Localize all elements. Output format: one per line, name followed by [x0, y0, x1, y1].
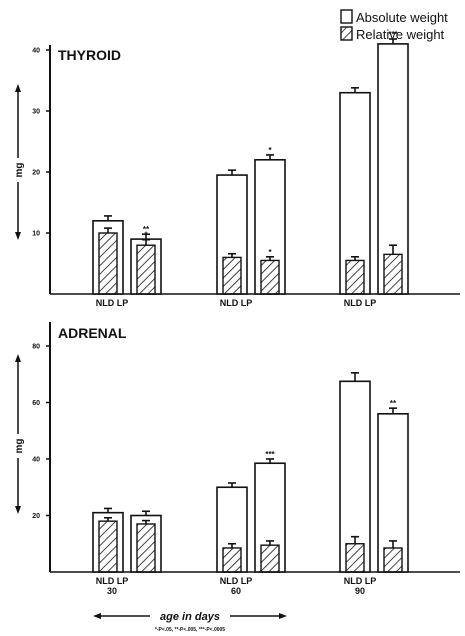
thyroid-significance-mark: * — [268, 146, 272, 155]
adrenal-y-tick-label: 60 — [32, 400, 40, 407]
adrenal-age-label: 90 — [355, 586, 365, 596]
adrenal-relative-bar — [260, 544, 280, 573]
thyroid-relative-bar — [98, 232, 118, 295]
adrenal-significance-mark: *** — [265, 450, 275, 459]
thyroid-relative-bar — [383, 253, 403, 295]
thyroid-significance-mark: ** — [143, 225, 150, 234]
adrenal-age-label: 60 — [231, 586, 241, 596]
thyroid-y-tick-label: 20 — [32, 170, 40, 177]
adrenal-title: ADRENAL — [58, 325, 127, 341]
thyroid-group-label: NLD LP — [220, 298, 253, 308]
thyroid-relative-bar — [136, 244, 156, 295]
thyroid-y-tick-label: 30 — [32, 109, 40, 116]
legend-absolute-swatch — [340, 9, 353, 24]
adrenal-group-label: NLD LP — [344, 576, 377, 586]
adrenal-y-arrowhead-down — [15, 506, 21, 514]
adrenal-y-tick-label: 80 — [32, 344, 40, 351]
thyroid-group-label: NLD LP — [96, 298, 129, 308]
thyroid-y-tick-label: 10 — [32, 231, 40, 238]
thyroid-title: THYROID — [58, 47, 121, 63]
thyroid-y-arrowhead-up — [15, 84, 21, 92]
thyroid-significance-mark: * — [268, 248, 272, 257]
thyroid-significance-mark: * — [144, 231, 148, 240]
thyroid-group-label: NLD LP — [344, 298, 377, 308]
adrenal-y-label: mg — [14, 439, 25, 454]
adrenal-relative-bar — [136, 523, 156, 573]
age-arrowhead-right — [279, 613, 287, 619]
significance-footnote: *-P<.05, **-P<.005, ***-P<.0005 — [155, 627, 225, 633]
adrenal-significance-mark: ** — [390, 399, 397, 408]
thyroid-y-label: mg — [14, 163, 25, 178]
adrenal-relative-bar — [222, 547, 242, 573]
legend-relative-label: Relative weight — [356, 27, 445, 42]
thyroid-relative-bar — [222, 256, 242, 295]
adrenal-y-tick-label: 20 — [32, 513, 40, 520]
adrenal-group-label: NLD LP — [220, 576, 253, 586]
thyroid-significance-mark: *** — [388, 30, 398, 39]
adrenal-relative-bar — [98, 520, 118, 573]
x-axis-caption: age in days *-P<.05, **-P<.005, ***-P<.0… — [93, 611, 287, 633]
thyroid-relative-bar — [260, 259, 280, 295]
x-axis-label: age in days — [160, 611, 220, 623]
legend: Absolute weight Relative weight — [340, 9, 448, 42]
thyroid-y-tick-label: 40 — [32, 48, 40, 55]
adrenal-relative-bar — [345, 543, 365, 573]
legend-relative-swatch — [340, 26, 353, 41]
adrenal-y-tick-label: 40 — [32, 457, 40, 464]
adrenal-group-label: NLD LP — [96, 576, 129, 586]
age-arrowhead-left — [93, 613, 101, 619]
thyroid-relative-bar — [345, 259, 365, 295]
adrenal-y-arrowhead-up — [15, 354, 21, 362]
adrenal-age-label: 30 — [107, 586, 117, 596]
adrenal-relative-bar — [383, 547, 403, 573]
thyroid-y-arrowhead-down — [15, 232, 21, 240]
legend-absolute-label: Absolute weight — [356, 10, 448, 25]
